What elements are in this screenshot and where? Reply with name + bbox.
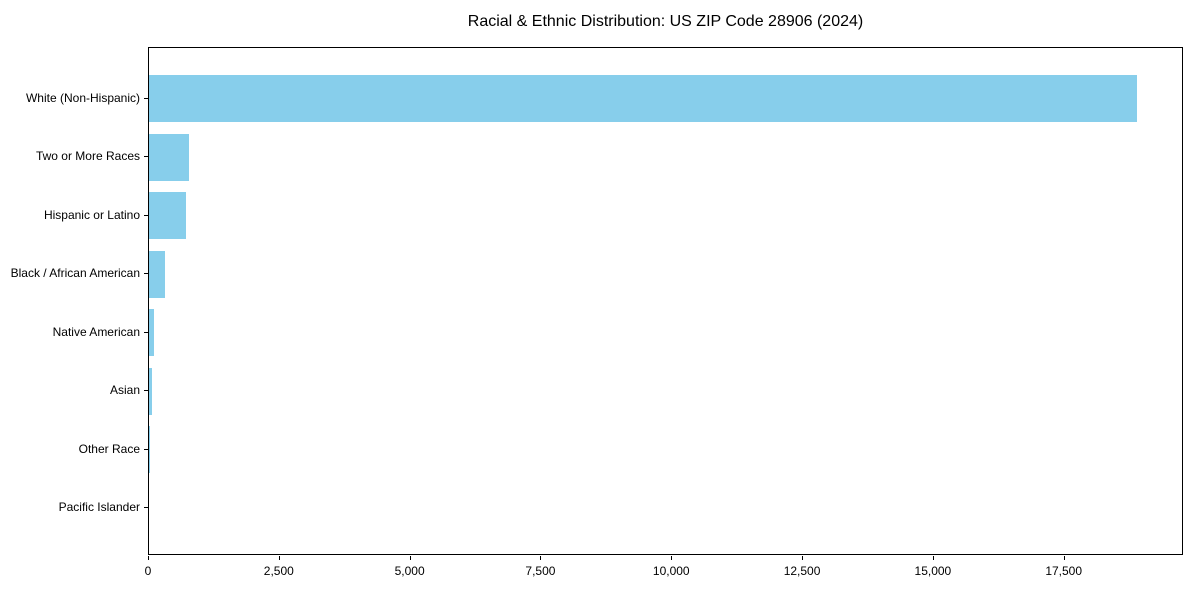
y-tick-mark	[144, 97, 148, 99]
y-tick-label-hispanic-or-latino: Hispanic or Latino	[43, 207, 140, 222]
bar-two-or-more-races	[149, 133, 190, 181]
x-tick-label-12-500: 12,500	[783, 564, 821, 578]
bar-native-american	[149, 309, 154, 357]
y-tick-mark	[144, 448, 148, 450]
bar-other-race	[149, 426, 150, 474]
y-tick-label-pacific-islander: Pacific Islander	[58, 500, 140, 515]
x-tick-mark	[148, 556, 149, 560]
x-tick-mark	[671, 556, 673, 560]
x-tick-mark	[409, 556, 411, 560]
y-tick-mark	[144, 273, 148, 275]
bar-asian	[149, 367, 152, 415]
y-tick-label-white-non-hispanic: White (Non-Hispanic)	[25, 90, 140, 105]
x-tick-mark	[932, 556, 934, 560]
x-tick-label-5-000: 5,000	[394, 564, 425, 578]
plot-area	[148, 47, 1183, 555]
bar-black-african-american	[149, 250, 165, 298]
y-tick-label-other-race: Other Race	[78, 441, 140, 456]
y-tick-mark	[144, 507, 148, 509]
x-tick-label-17-500: 17,500	[1045, 564, 1083, 578]
y-tick-mark	[144, 214, 148, 216]
x-tick-mark	[278, 556, 280, 560]
x-tick-label-15-000: 15,000	[914, 564, 952, 578]
x-tick-label-7-500: 7,500	[525, 564, 556, 578]
x-tick-label-0: 0	[144, 564, 152, 578]
bar-hispanic-or-latino	[149, 192, 187, 240]
y-tick-mark	[144, 156, 148, 158]
x-tick-mark	[540, 556, 542, 560]
y-tick-label-black-african-american: Black / African American	[10, 266, 140, 281]
x-tick-label-10-000: 10,000	[652, 564, 690, 578]
y-tick-mark	[144, 331, 148, 333]
y-tick-mark	[144, 390, 148, 392]
bar-white-non-hispanic	[149, 75, 1137, 122]
x-tick-mark	[802, 556, 804, 560]
x-tick-mark	[1063, 556, 1065, 560]
x-tick-label-2-500: 2,500	[263, 564, 294, 578]
chart-title: Racial & Ethnic Distribution: US ZIP Cod…	[467, 13, 864, 30]
y-tick-label-asian: Asian	[109, 383, 140, 398]
y-tick-label-native-american: Native American	[52, 324, 140, 339]
y-tick-label-two-or-more-races: Two or More Races	[35, 149, 140, 164]
